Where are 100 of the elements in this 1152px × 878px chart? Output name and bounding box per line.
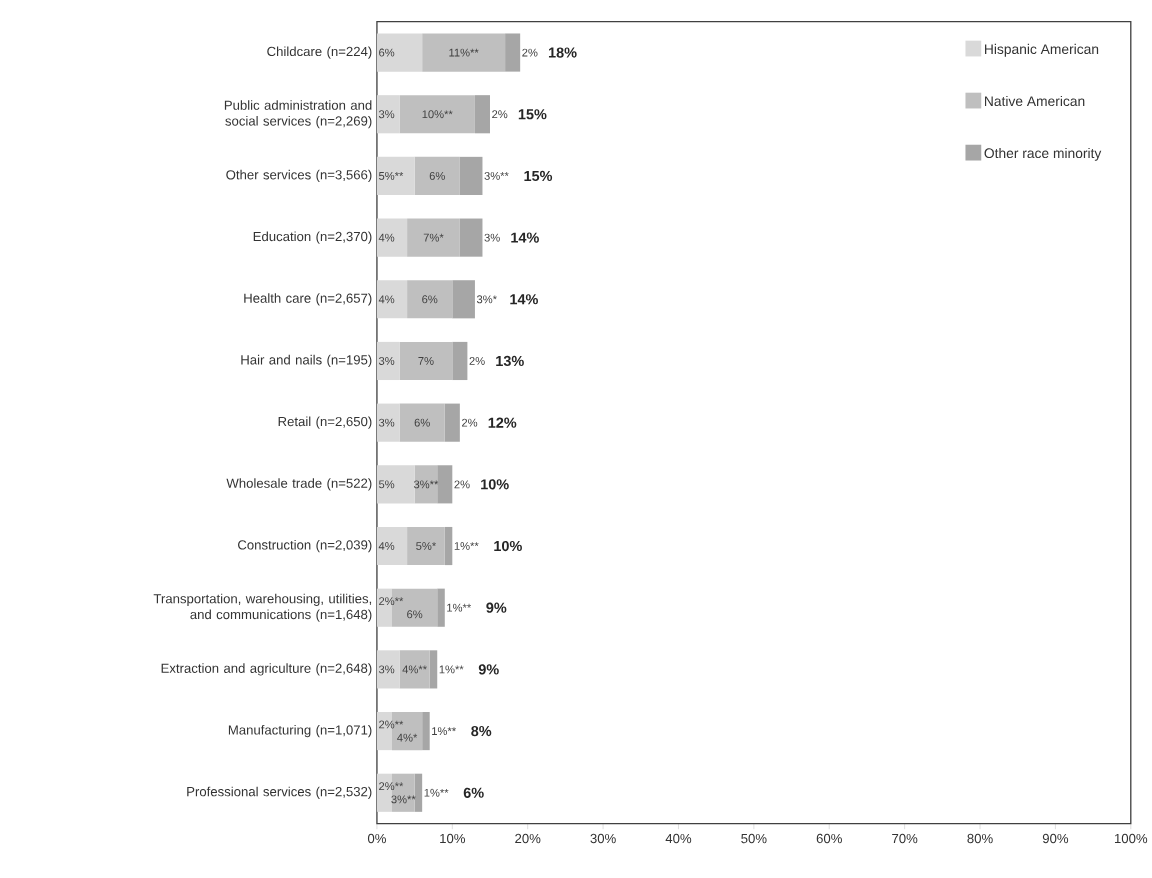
data-label: 4%	[378, 542, 395, 550]
data-label: 2%	[454, 480, 470, 489]
y-tick-label: Health care (n=2,657)	[244, 293, 372, 306]
total-label: 8%	[471, 725, 492, 737]
bar	[376, 341, 400, 380]
total-label: 13%	[496, 355, 524, 367]
bar	[407, 218, 460, 257]
bar	[414, 156, 460, 195]
data-label: 4%*	[397, 733, 418, 742]
bar	[376, 465, 415, 504]
bar	[459, 156, 483, 195]
bar	[452, 341, 468, 380]
y-tick-label: Transportation, warehousing, utilities, and communications (n=1,648)	[153, 593, 372, 622]
data-label: 4%	[378, 295, 395, 304]
bar	[444, 403, 460, 442]
x-tick-label: 90%	[1042, 833, 1069, 844]
y-tick-label: Hair and nails (n=195)	[241, 354, 372, 368]
bar	[444, 526, 453, 565]
y-tick-label: Public administration and social services (n=2,269)	[224, 100, 372, 129]
bar	[505, 33, 521, 72]
bar	[437, 588, 445, 627]
data-label: 6%	[414, 418, 430, 427]
x-tick-label: 80%	[967, 833, 993, 844]
total-label: 10%	[494, 540, 522, 552]
total-label: 14%	[510, 294, 538, 305]
y-tick-label: Retail (n=2,650)	[278, 416, 372, 429]
data-label: 1%**	[424, 788, 449, 797]
x-tick-label: 60%	[816, 833, 842, 844]
data-label: 3%**	[391, 795, 416, 804]
bar	[399, 95, 475, 134]
data-label: 11%**	[449, 48, 479, 57]
legend-label: Hispanic American	[985, 43, 1099, 57]
bar	[376, 95, 400, 134]
bar	[376, 156, 415, 195]
bar	[452, 280, 475, 319]
total-label: 6%	[463, 787, 484, 798]
data-label: 6%	[407, 610, 423, 619]
data-label: 5%	[378, 480, 395, 489]
y-tick-label: Construction (n=2,039)	[238, 539, 372, 553]
bar	[399, 650, 430, 689]
data-label: 3%	[484, 233, 500, 242]
data-label: 10%**	[422, 110, 453, 119]
x-tick-label: 40%	[665, 833, 692, 844]
bar	[414, 773, 423, 812]
y-tick-label: Wholesale trade (n=522)	[226, 478, 372, 491]
data-label: 1%**	[432, 727, 456, 735]
y-tick-label: Manufacturing (n=1,071)	[228, 724, 372, 738]
data-label: 5%**	[378, 171, 404, 180]
data-label: 7%	[418, 356, 434, 365]
x-tick-label: 30%	[590, 833, 616, 844]
data-label: 4%	[378, 233, 395, 242]
bar	[399, 341, 453, 380]
total-label: 9%	[486, 602, 507, 613]
legend-label: Other race minority	[984, 147, 1102, 161]
total-label: 18%	[548, 47, 577, 58]
data-label: 2%**	[379, 597, 404, 605]
data-label: 1%**	[447, 603, 472, 612]
y-tick-label: Childcare (n=224)	[267, 46, 372, 59]
bar	[399, 403, 445, 442]
bar	[474, 95, 491, 134]
bar	[429, 650, 438, 689]
total-label: 10%	[481, 479, 509, 490]
bar	[376, 33, 423, 72]
bar	[459, 218, 483, 257]
data-label: 1%**	[454, 542, 479, 550]
bar	[376, 218, 408, 257]
data-label: 3%*	[476, 295, 497, 304]
bar	[422, 711, 430, 751]
data-label: 3%**	[484, 171, 509, 180]
data-label: 3%	[378, 356, 395, 365]
bar	[376, 403, 400, 442]
data-label: 4%**	[402, 665, 427, 674]
total-label: 9%	[478, 664, 499, 675]
y-tick-label: Other services (n=3,566)	[226, 169, 372, 182]
bar	[376, 280, 408, 319]
data-label: 7%*	[423, 233, 444, 242]
total-label: 15%	[518, 109, 547, 120]
legend-label: Native American	[985, 95, 1085, 106]
data-label: 6%	[379, 48, 395, 57]
data-label: 3%	[378, 110, 395, 119]
bar	[376, 650, 400, 689]
data-label: 3%**	[413, 480, 439, 489]
bar	[422, 33, 506, 72]
total-label: 12%	[488, 417, 517, 428]
y-tick-label: Professional services (n=2,532)	[187, 786, 372, 799]
bar	[407, 526, 445, 565]
data-label: 2%	[522, 48, 538, 57]
x-tick-label: 10%	[440, 833, 466, 844]
x-tick-label: 20%	[515, 833, 541, 844]
x-tick-label: 70%	[892, 833, 918, 844]
data-label: 2%**	[379, 720, 404, 729]
data-label: 3%	[378, 418, 395, 427]
data-label: 5%*	[416, 542, 437, 550]
y-tick-label: Extraction and agriculture (n=2,648)	[161, 663, 372, 676]
bar	[407, 280, 453, 319]
data-label: 3%	[378, 665, 395, 674]
data-label: 6%	[422, 295, 438, 304]
data-label: 6%	[429, 171, 445, 180]
total-label: 15%	[524, 170, 553, 181]
bar	[437, 465, 453, 504]
